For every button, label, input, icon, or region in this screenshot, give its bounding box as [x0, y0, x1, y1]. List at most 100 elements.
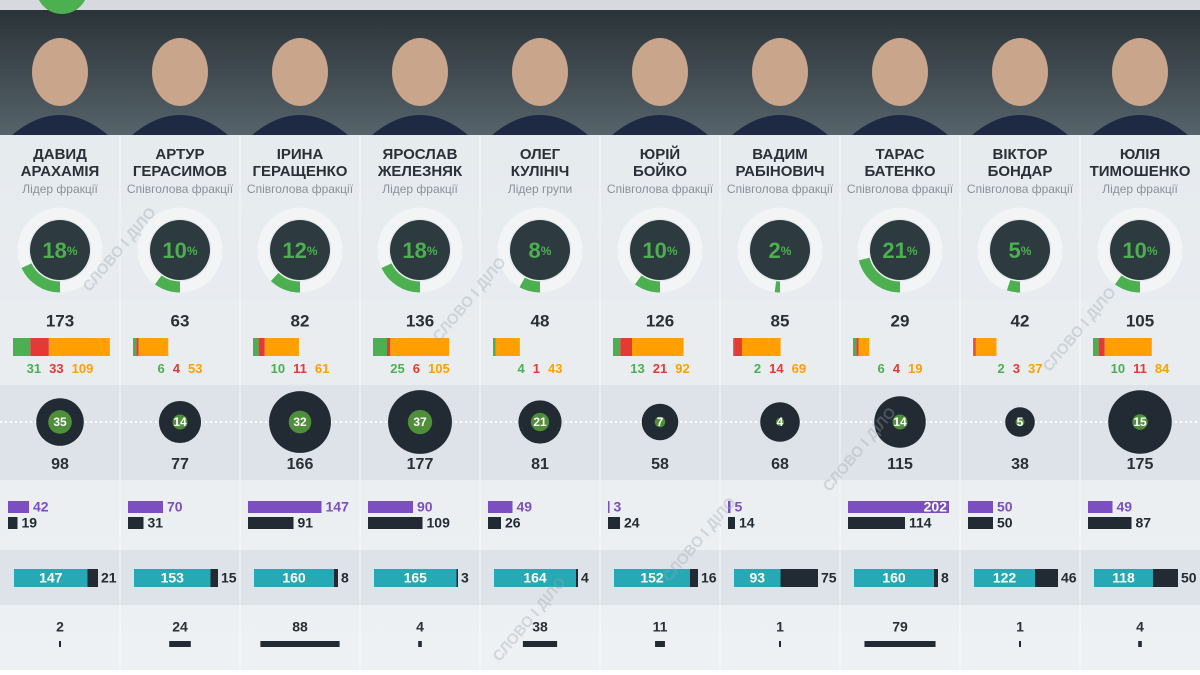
purple-bar	[848, 501, 949, 513]
dark-bar	[1088, 517, 1132, 529]
name: ОЛЕГ	[520, 146, 561, 163]
segment-label: 11	[1133, 361, 1147, 376]
segment-label: 6	[878, 361, 885, 376]
donut-arc	[377, 207, 463, 293]
segment-label: 14	[769, 361, 784, 376]
name: ІРИНА	[277, 146, 324, 163]
segment-label: 61	[315, 361, 329, 376]
teal-label: 160	[882, 570, 906, 586]
dark-bar	[728, 517, 735, 529]
circle-inner	[892, 414, 908, 430]
circle-inner	[48, 410, 72, 434]
share-label: 5%	[1009, 238, 1032, 263]
name: ТИМОШЕНКО	[1090, 163, 1191, 180]
share-unit: %	[541, 244, 552, 258]
share-value: 18	[402, 238, 426, 263]
donut-center	[390, 220, 450, 280]
share-label: 18%	[42, 238, 77, 263]
purple-bar	[488, 501, 513, 513]
donut-center	[990, 220, 1050, 280]
dark-bar	[128, 517, 144, 529]
role: Співголова фракції	[967, 182, 1074, 196]
teal-rest-bar	[690, 569, 698, 587]
name: БОНДАР	[988, 163, 1053, 180]
share-unit: %	[1021, 244, 1032, 258]
stack-segment	[48, 338, 110, 356]
segment-label: 2	[754, 361, 761, 376]
segment-labels: 2 3 37	[998, 361, 1043, 376]
dark-label: 114	[909, 515, 932, 531]
name: ЖЕЛЕЗНЯК	[377, 163, 463, 180]
purple-bar	[608, 501, 610, 513]
circle-inner-label: 14	[893, 415, 907, 429]
photo-body	[1092, 115, 1188, 135]
segment-label: 33	[49, 361, 63, 376]
teal-bar	[494, 569, 576, 587]
name: ЯРОСЛАВ	[383, 146, 458, 163]
stack-segment	[734, 338, 742, 356]
circle-inner-label: 15	[1133, 415, 1147, 429]
photo-head	[872, 38, 928, 106]
teal-rest-label: 75	[821, 570, 837, 586]
stack-segment	[1093, 338, 1099, 356]
last-label: 88	[292, 619, 308, 635]
stack-segment	[13, 338, 31, 356]
dark-label: 87	[1136, 515, 1152, 531]
last-bar	[260, 641, 340, 647]
last-bar	[779, 641, 781, 647]
teal-rest-label: 16	[701, 570, 717, 586]
segment-label: 6	[158, 361, 165, 376]
photo-head	[392, 38, 448, 106]
stack-segment	[390, 338, 450, 356]
donut-center	[270, 220, 330, 280]
stack-segment	[741, 338, 781, 356]
last-bar	[418, 641, 422, 647]
last-bar	[1019, 641, 1021, 647]
photo-body	[372, 115, 468, 135]
circle-inner-label: 7	[657, 415, 664, 429]
circle-outer-label: 81	[531, 456, 549, 473]
teal-rest-label: 3	[461, 570, 469, 586]
last-bar	[59, 641, 61, 647]
segment-label: 4	[893, 361, 901, 376]
dark-bar	[848, 517, 905, 529]
segment-label: 10	[1111, 361, 1125, 376]
segment-label: 37	[1028, 361, 1042, 376]
share-label: 21%	[882, 238, 917, 263]
name: ГЕРАЩЕНКО	[253, 163, 348, 180]
purple-label: 5	[735, 499, 743, 515]
purple-bar	[968, 501, 993, 513]
teal-rest-bar	[334, 569, 338, 587]
teal-rest-bar	[456, 569, 458, 587]
stack-segment	[733, 338, 735, 356]
teal-rest-label: 8	[341, 570, 349, 586]
purple-label: 147	[326, 499, 350, 515]
last-label: 1	[776, 619, 784, 635]
teal-bar	[614, 569, 690, 587]
segment-label: 109	[72, 361, 94, 376]
stack-segment	[373, 338, 387, 356]
dark-label: 50	[997, 515, 1013, 531]
circle-outer-label: 98	[51, 456, 69, 473]
circle-inner-label: 21	[533, 415, 547, 429]
name: БОЙКО	[633, 162, 687, 180]
teal-label: 160	[282, 570, 306, 586]
circle-outer-label: 177	[407, 456, 434, 473]
stack-segment	[856, 338, 859, 356]
name: ТАРАС	[875, 146, 924, 163]
purple-bar	[1088, 501, 1113, 513]
teal-rest-label: 46	[1061, 570, 1077, 586]
photo-body	[132, 115, 228, 135]
dark-bar	[608, 517, 620, 529]
name: БАТЕНКО	[864, 163, 935, 180]
segment-label: 4	[518, 361, 526, 376]
stack-segment	[253, 338, 259, 356]
name: ЮРІЙ	[640, 145, 680, 163]
stack-segment	[1098, 338, 1105, 356]
circle-inner-label: 14	[173, 415, 187, 429]
last-bar	[169, 641, 191, 647]
teal-bar	[134, 569, 211, 587]
dark-label: 31	[148, 515, 164, 531]
